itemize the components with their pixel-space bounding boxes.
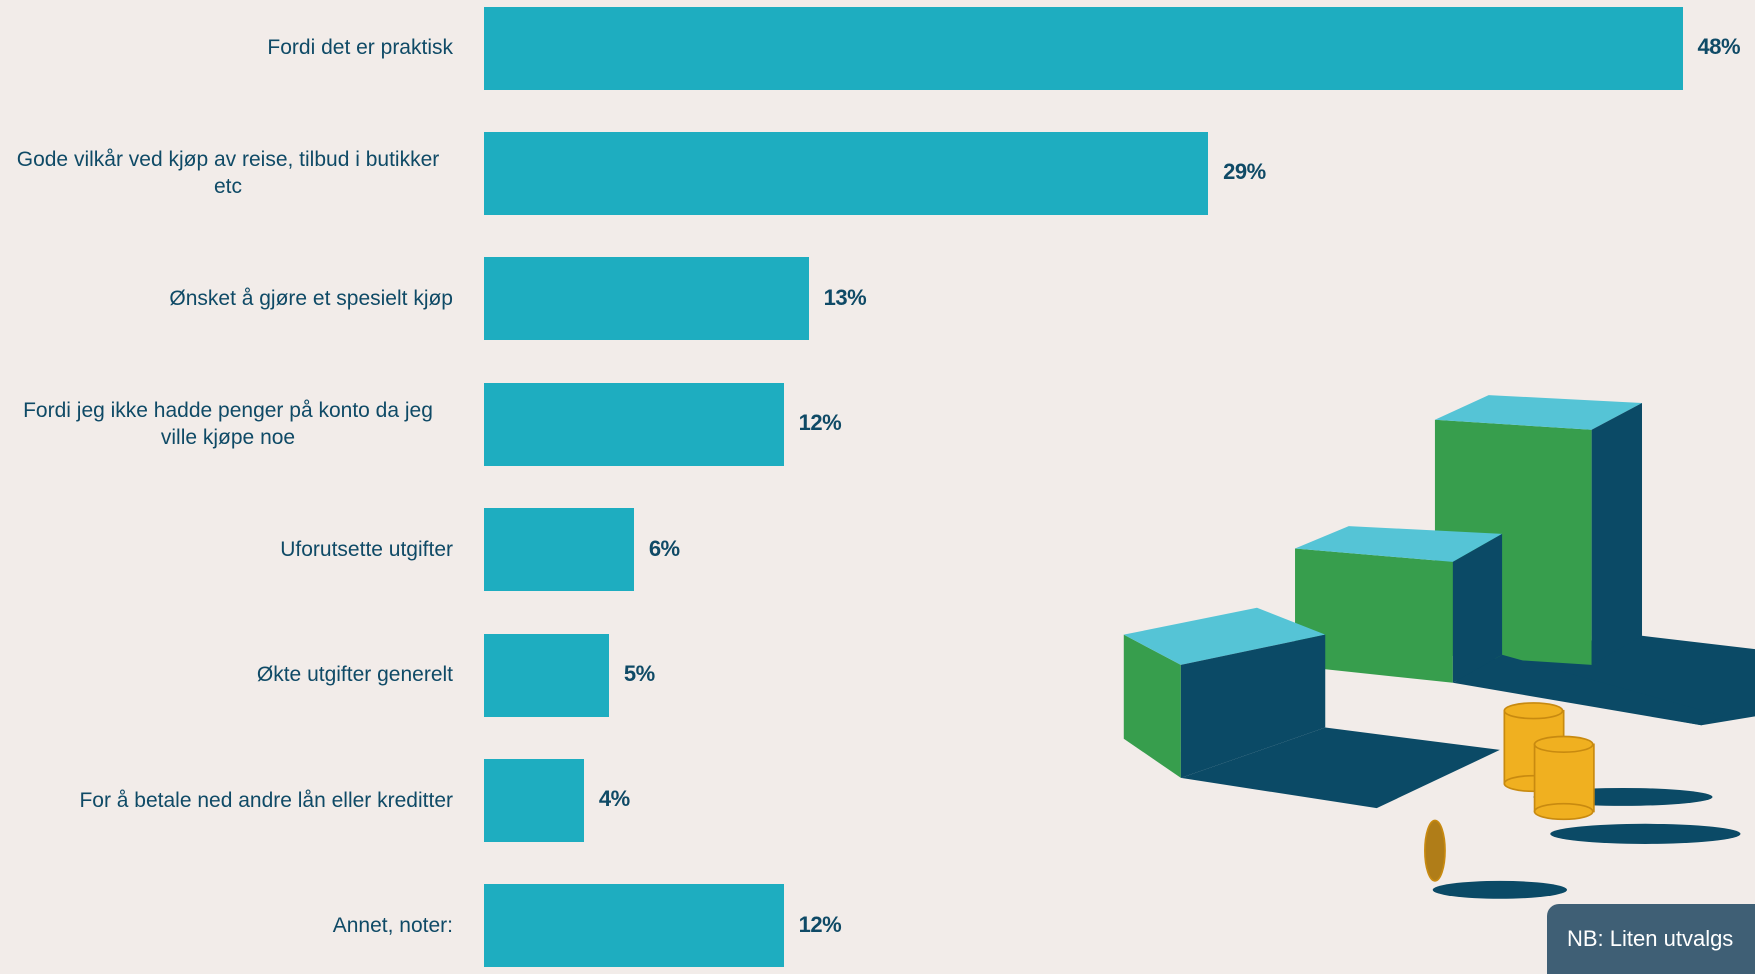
category-label: Uforutsette utgifter: [280, 537, 453, 561]
value-label: 12%: [798, 410, 842, 436]
category-row: Uforutsette utgifter: [0, 505, 453, 595]
bar: [484, 633, 609, 717]
category-label: Økte utgifter generelt: [256, 663, 453, 687]
bar: [484, 508, 634, 592]
category-row: Gode vilkår ved kjøp av reise, tilbud i …: [0, 128, 453, 218]
category-label: Gode vilkår ved kjøp av reise, tilbud i …: [16, 148, 440, 199]
category-label: Fordi det er praktisk: [267, 36, 453, 60]
bar: [484, 6, 1683, 90]
value-label: 29%: [1223, 159, 1266, 185]
category-label: Annet, noter:: [332, 914, 453, 938]
bar: [484, 257, 809, 341]
category-label: Ønsket å gjøre et spesielt kjøp: [169, 287, 453, 311]
value-label: 5%: [623, 661, 655, 686]
bar: [484, 382, 784, 466]
bar: [484, 758, 584, 842]
value-label: 12%: [798, 911, 842, 937]
category-row: Annet, noter:: [0, 881, 453, 971]
value-label: 4%: [598, 786, 630, 812]
category-row: For å betale ned andre lån eller kreditt…: [0, 755, 453, 845]
value-label: 13%: [823, 284, 867, 310]
bar: [484, 884, 784, 968]
value-label: 6%: [648, 535, 680, 561]
category-label: Fordi jeg ikke hadde penger på konto da …: [23, 398, 433, 450]
value-label: 48%: [1697, 34, 1741, 59]
category-row: Fordi det er praktisk: [0, 3, 453, 93]
category-row: Fordi jeg ikke hadde penger på konto da …: [0, 379, 453, 469]
category-row: Økte utgifter generelt: [0, 630, 453, 720]
category-row: Ønsket å gjøre et spesielt kjøp: [0, 254, 453, 344]
bar: [484, 131, 1209, 215]
category-label: For å betale ned andre lån eller kreditt…: [79, 788, 453, 812]
note: NB: Liten utvalgs: [1547, 904, 1755, 974]
